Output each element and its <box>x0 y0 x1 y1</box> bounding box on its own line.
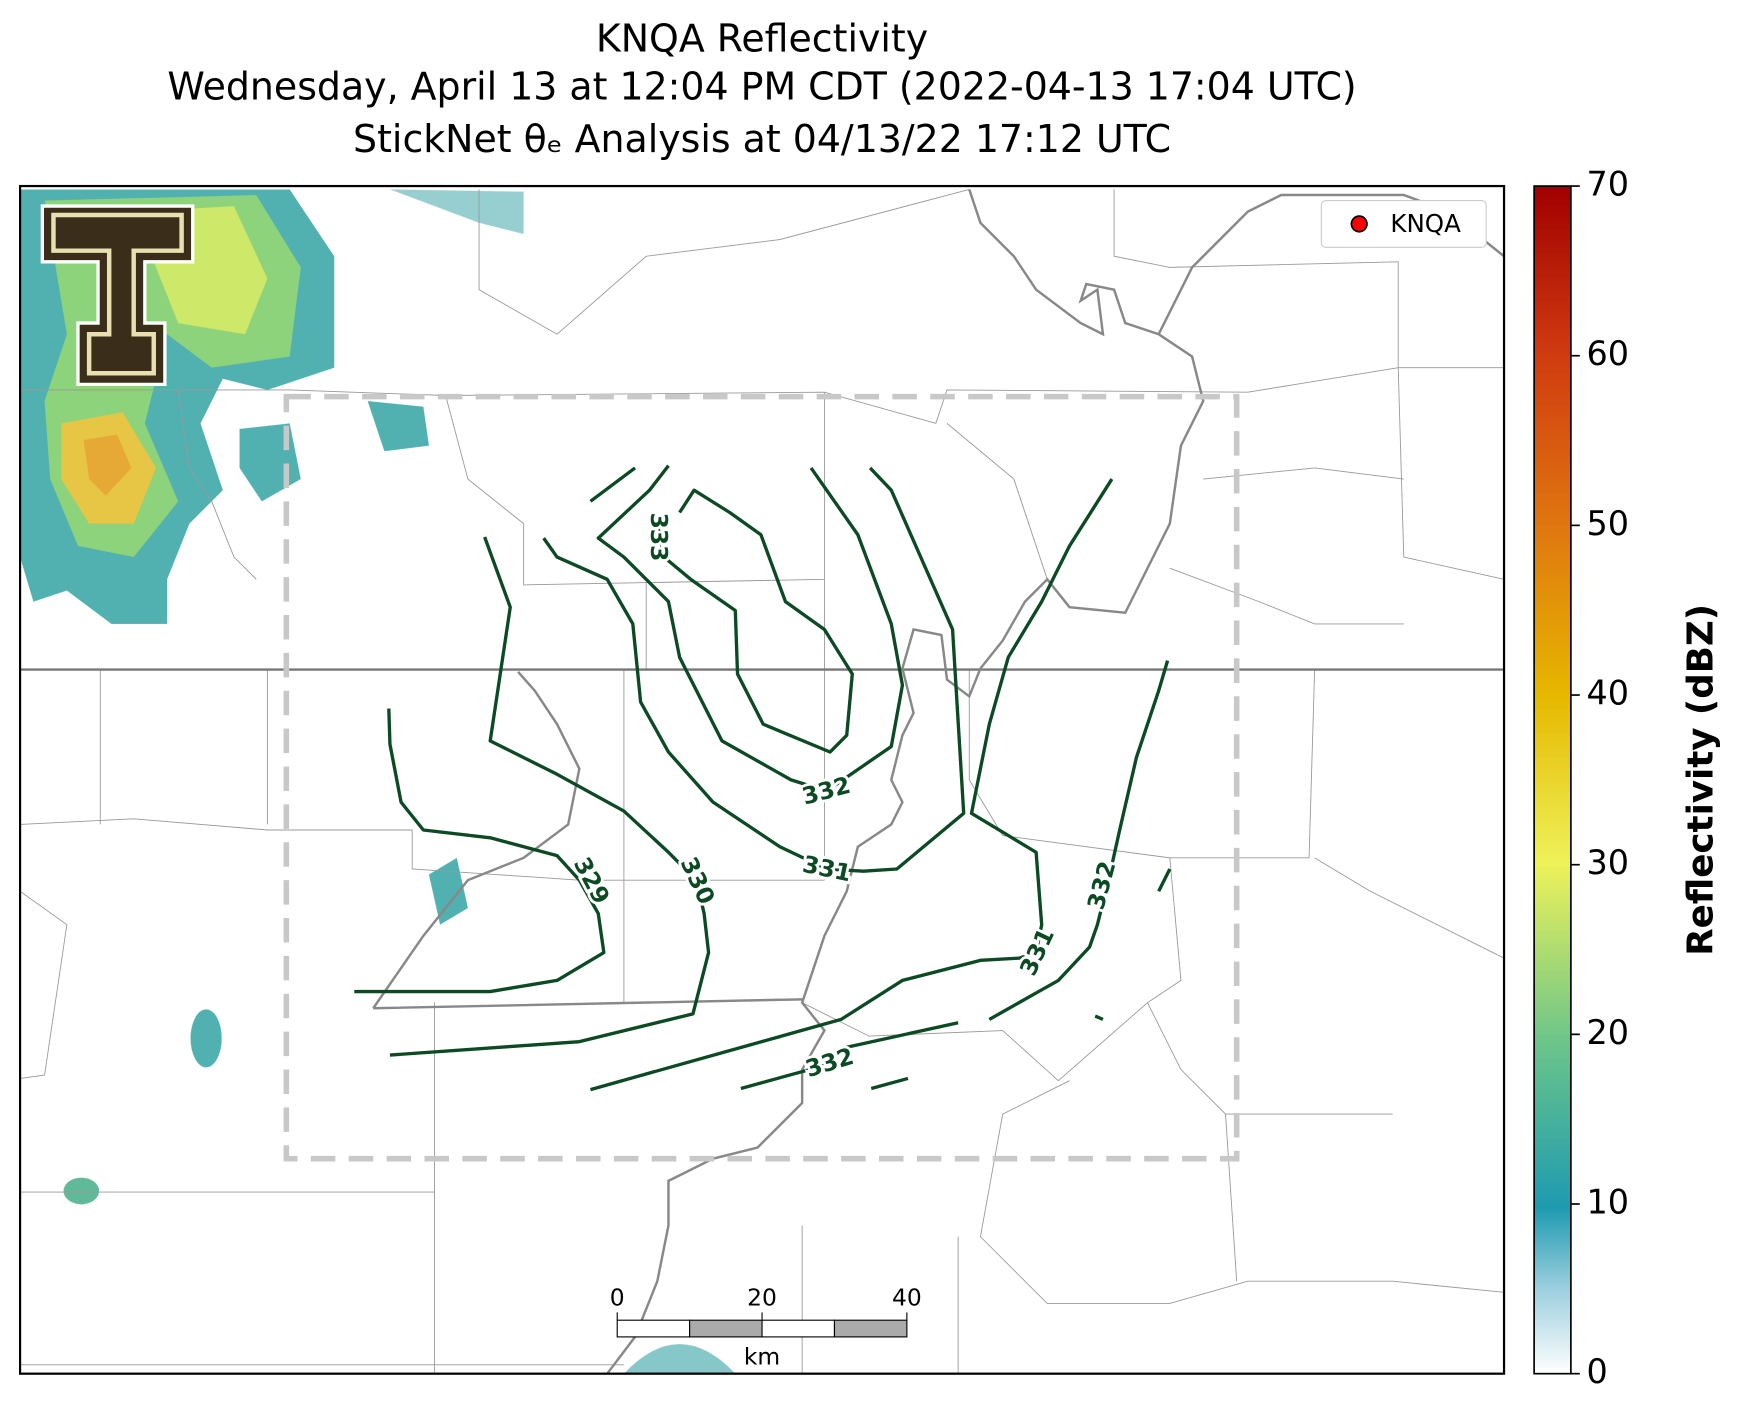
colorbar-tick-label: 50 <box>1586 504 1629 543</box>
scale-bar-label: 40 <box>892 1284 922 1312</box>
colorbar-label: Reflectivity (dBZ) <box>1680 604 1721 956</box>
colorbar-tick-label: 10 <box>1586 1183 1629 1222</box>
analysis-domain <box>283 393 1240 1162</box>
boundaries <box>20 188 1505 1374</box>
title-line: StickNet θₑ Analysis at 04/13/22 17:12 U… <box>353 117 1171 161</box>
scale-bar-segment <box>761 1319 836 1338</box>
map-frame <box>18 184 1506 1375</box>
title-line: Wednesday, April 13 at 12:04 PM CDT (202… <box>167 65 1356 109</box>
contour-label: 333 <box>645 513 673 562</box>
colorbar-tick-label: 20 <box>1586 1013 1629 1052</box>
colorbar-tick-label: 60 <box>1586 334 1629 373</box>
scale-bar-segment <box>833 1319 908 1338</box>
colorbar-tick-label: 0 <box>1586 1352 1607 1391</box>
colorbar-tick-label: 40 <box>1586 674 1629 713</box>
colorbar-tick-label: 30 <box>1586 843 1629 882</box>
colorbar-tick-label: 70 <box>1586 165 1629 204</box>
scale-bar-label: 0 <box>610 1284 625 1312</box>
logo <box>40 204 195 387</box>
colorbar-ticks: 0 10 20 30 40 50 60 70 <box>1570 165 1629 1391</box>
scale-bar-label: 20 <box>747 1284 777 1312</box>
scale-bar-unit: km <box>744 1343 780 1371</box>
scale-bar: 0 20 40 km <box>610 1284 922 1371</box>
legend-label: KNQA <box>1390 209 1461 238</box>
contours <box>354 464 1172 1092</box>
radar-site-marker <box>1350 215 1368 233</box>
legend-box <box>1320 199 1487 248</box>
colorbar <box>1533 185 1572 1375</box>
scale-bar-segment <box>689 1319 763 1338</box>
legend: KNQA <box>1320 199 1487 248</box>
title-line: KNQA Reflectivity <box>596 17 928 61</box>
scale-bar-segment <box>616 1319 691 1338</box>
